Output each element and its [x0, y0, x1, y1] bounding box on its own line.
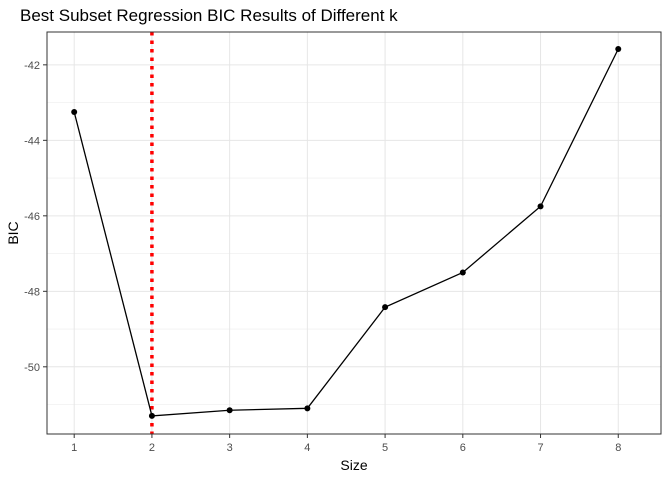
- y-axis-title: BIC: [5, 221, 21, 244]
- data-point: [537, 203, 544, 210]
- x-axis-title: Size: [340, 457, 367, 473]
- data-point: [459, 269, 466, 276]
- y-tick-label: -48: [24, 286, 40, 298]
- data-point: [226, 407, 233, 414]
- axes: 1 2 3 4 5 6 7 8 -50 -48 -46 -44 -42: [24, 60, 621, 454]
- data-point: [71, 109, 78, 116]
- x-tick-label: 3: [227, 442, 233, 454]
- data-point: [382, 304, 389, 311]
- y-tick-label: -42: [24, 60, 40, 72]
- series-layer: [71, 45, 622, 419]
- x-tick-label: 8: [615, 442, 621, 454]
- y-tick-label: -44: [24, 135, 40, 147]
- x-tick-label: 1: [71, 442, 77, 454]
- panel-border: [46, 31, 662, 435]
- data-point: [148, 412, 155, 419]
- series-line: [73, 48, 619, 417]
- x-tick-label: 2: [149, 442, 155, 454]
- data-point: [304, 405, 311, 412]
- grid: [47, 32, 661, 434]
- x-tick-label: 7: [537, 442, 543, 454]
- chart-title: Best Subset Regression BIC Results of Di…: [20, 6, 398, 25]
- x-tick-label: 6: [460, 442, 466, 454]
- x-tick-label: 4: [304, 442, 310, 454]
- data-point: [615, 45, 622, 52]
- y-tick-label: -50: [24, 362, 40, 374]
- x-tick-label: 5: [382, 442, 388, 454]
- y-tick-label: -46: [24, 211, 40, 223]
